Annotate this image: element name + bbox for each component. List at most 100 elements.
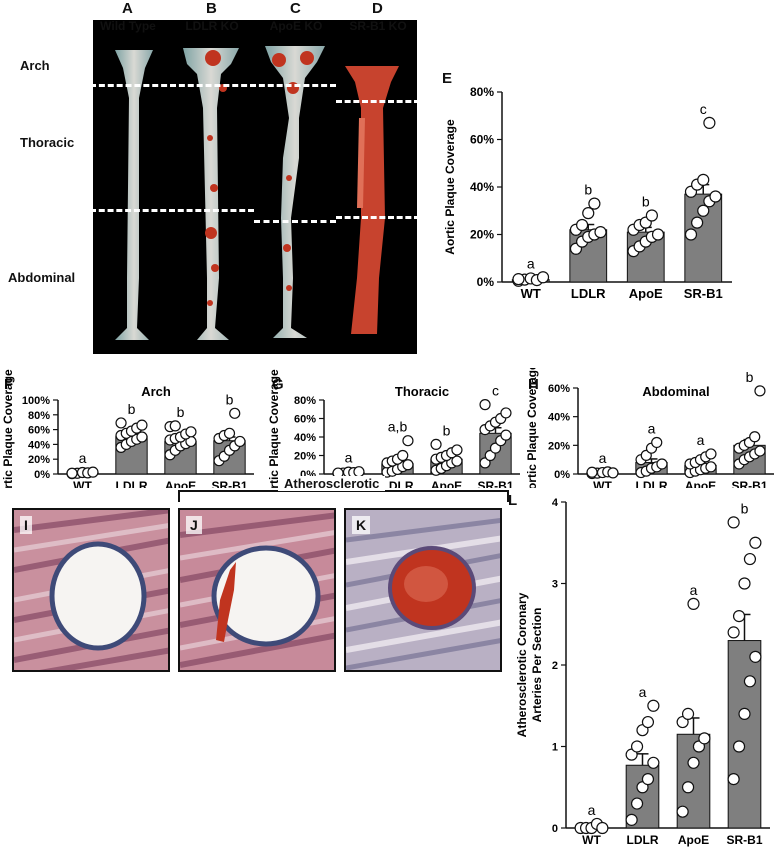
y-tick-label: 20% bbox=[28, 454, 50, 466]
y-tick-label: 80% bbox=[294, 395, 316, 407]
panel-letter-h: H bbox=[528, 376, 539, 393]
significance-letter: a bbox=[599, 450, 607, 466]
data-point bbox=[641, 715, 655, 729]
chart-title: Abdominal bbox=[642, 384, 709, 399]
x-tick-label: WT bbox=[582, 833, 601, 847]
data-point bbox=[656, 458, 668, 470]
x-tick-label: SR-B1 bbox=[477, 479, 513, 488]
y-axis-label-line2: Arteries Per Section bbox=[530, 608, 544, 723]
x-tick-label: ApoE bbox=[431, 479, 462, 488]
data-point bbox=[607, 467, 619, 479]
data-point bbox=[536, 271, 550, 284]
y-tick-label: 60% bbox=[548, 383, 570, 395]
x-tick-label: ApoE bbox=[629, 286, 663, 301]
bar-sr-b1 bbox=[727, 640, 762, 829]
y-tick-label: 80% bbox=[28, 410, 50, 422]
histology-image-j bbox=[180, 510, 334, 670]
data-point bbox=[451, 455, 463, 467]
data-point bbox=[402, 459, 414, 471]
data-point bbox=[588, 197, 601, 210]
significance-letter: a,b bbox=[388, 419, 408, 435]
data-point bbox=[234, 435, 246, 448]
x-tick-label: WT bbox=[521, 286, 541, 301]
data-point bbox=[703, 116, 716, 129]
chart-g: 0%20%40%60%80%Aortic Plaque Coverage Thor… bbox=[267, 369, 520, 488]
panel-letter-e: E bbox=[442, 70, 453, 87]
data-point bbox=[681, 781, 695, 794]
y-tick-label: 0% bbox=[34, 469, 50, 481]
data-point bbox=[697, 173, 710, 186]
data-point bbox=[727, 626, 740, 639]
chart-title: Arch bbox=[141, 384, 171, 399]
y-tick-label: 2 bbox=[552, 660, 558, 672]
significance-letter: a bbox=[345, 450, 353, 466]
data-point bbox=[430, 438, 442, 451]
panel-letter-l: L bbox=[508, 492, 518, 509]
data-point bbox=[489, 442, 502, 454]
data-point bbox=[749, 650, 762, 663]
aorta-label-ldlr: LDLR KO bbox=[185, 19, 239, 33]
data-point bbox=[500, 429, 512, 441]
data-point bbox=[136, 431, 148, 443]
data-point bbox=[451, 444, 463, 456]
x-tick-label: ApoE bbox=[685, 479, 716, 488]
data-point bbox=[676, 805, 689, 818]
data-point bbox=[732, 609, 746, 623]
y-tick-label: 20% bbox=[548, 440, 570, 452]
divider-arch-right bbox=[336, 100, 420, 103]
data-point bbox=[749, 536, 762, 549]
significance-letter: c bbox=[700, 101, 707, 117]
histology-image-k bbox=[346, 510, 500, 670]
histology-panel-i: I bbox=[12, 508, 170, 672]
data-point bbox=[651, 436, 663, 449]
data-point bbox=[479, 457, 491, 469]
y-tick-label: 0% bbox=[477, 275, 495, 289]
histology-panel-j: J bbox=[178, 508, 336, 672]
aorta-label-wildtype: Wild Type bbox=[100, 19, 156, 33]
data-point bbox=[586, 466, 598, 478]
y-axis-label: Aortic Plaque Coverage bbox=[525, 368, 539, 488]
y-tick-label: 60% bbox=[294, 414, 316, 426]
data-point bbox=[705, 448, 717, 460]
chart-l: 0 1 2 3 4 Atherosclerotic Coronary Arteries Pe… bbox=[515, 497, 770, 847]
data-point bbox=[402, 435, 414, 447]
significance-letter: a bbox=[527, 255, 535, 271]
divider-arch-left bbox=[90, 84, 336, 87]
atherosclerotic-label: Atherosclerotic bbox=[278, 476, 386, 491]
data-point bbox=[582, 207, 595, 220]
x-tick-label: SR-B1 bbox=[211, 479, 247, 488]
significance-letter: a bbox=[648, 420, 656, 436]
data-point bbox=[732, 740, 746, 753]
data-point bbox=[749, 431, 761, 443]
data-point bbox=[625, 813, 638, 826]
y-tick-label: 4 bbox=[552, 497, 559, 509]
data-point bbox=[709, 190, 722, 203]
data-point bbox=[223, 427, 236, 439]
data-point bbox=[738, 707, 751, 720]
data-point bbox=[169, 420, 181, 432]
data-point bbox=[87, 466, 99, 478]
significance-letter: a bbox=[697, 432, 705, 448]
y-axis-label: Aortic Plaque Coverage bbox=[267, 369, 281, 488]
data-point bbox=[641, 773, 655, 786]
aorta-srb1-image bbox=[345, 66, 399, 334]
data-point bbox=[484, 449, 496, 462]
x-tick-label: WT bbox=[73, 479, 92, 488]
significance-letter: c bbox=[492, 383, 499, 399]
x-tick-label: ApoE bbox=[165, 479, 196, 488]
significance-letter: b bbox=[226, 391, 234, 407]
y-tick-label: 60% bbox=[28, 425, 50, 437]
data-point bbox=[647, 756, 660, 769]
atherosclerotic-bracket bbox=[178, 490, 509, 502]
x-tick-label: SR-B1 bbox=[731, 479, 767, 488]
data-point bbox=[727, 516, 740, 529]
data-point bbox=[115, 417, 127, 429]
significance-letter: b bbox=[584, 182, 592, 198]
panel-letter-c: C bbox=[290, 0, 301, 17]
data-point bbox=[630, 740, 644, 753]
x-tick-label: ApoE bbox=[678, 833, 709, 847]
aorta-label-apoe: ApoE KO bbox=[269, 19, 323, 33]
data-point bbox=[687, 597, 700, 610]
y-tick-label: 60% bbox=[470, 133, 494, 147]
significance-letter: b bbox=[642, 194, 650, 210]
